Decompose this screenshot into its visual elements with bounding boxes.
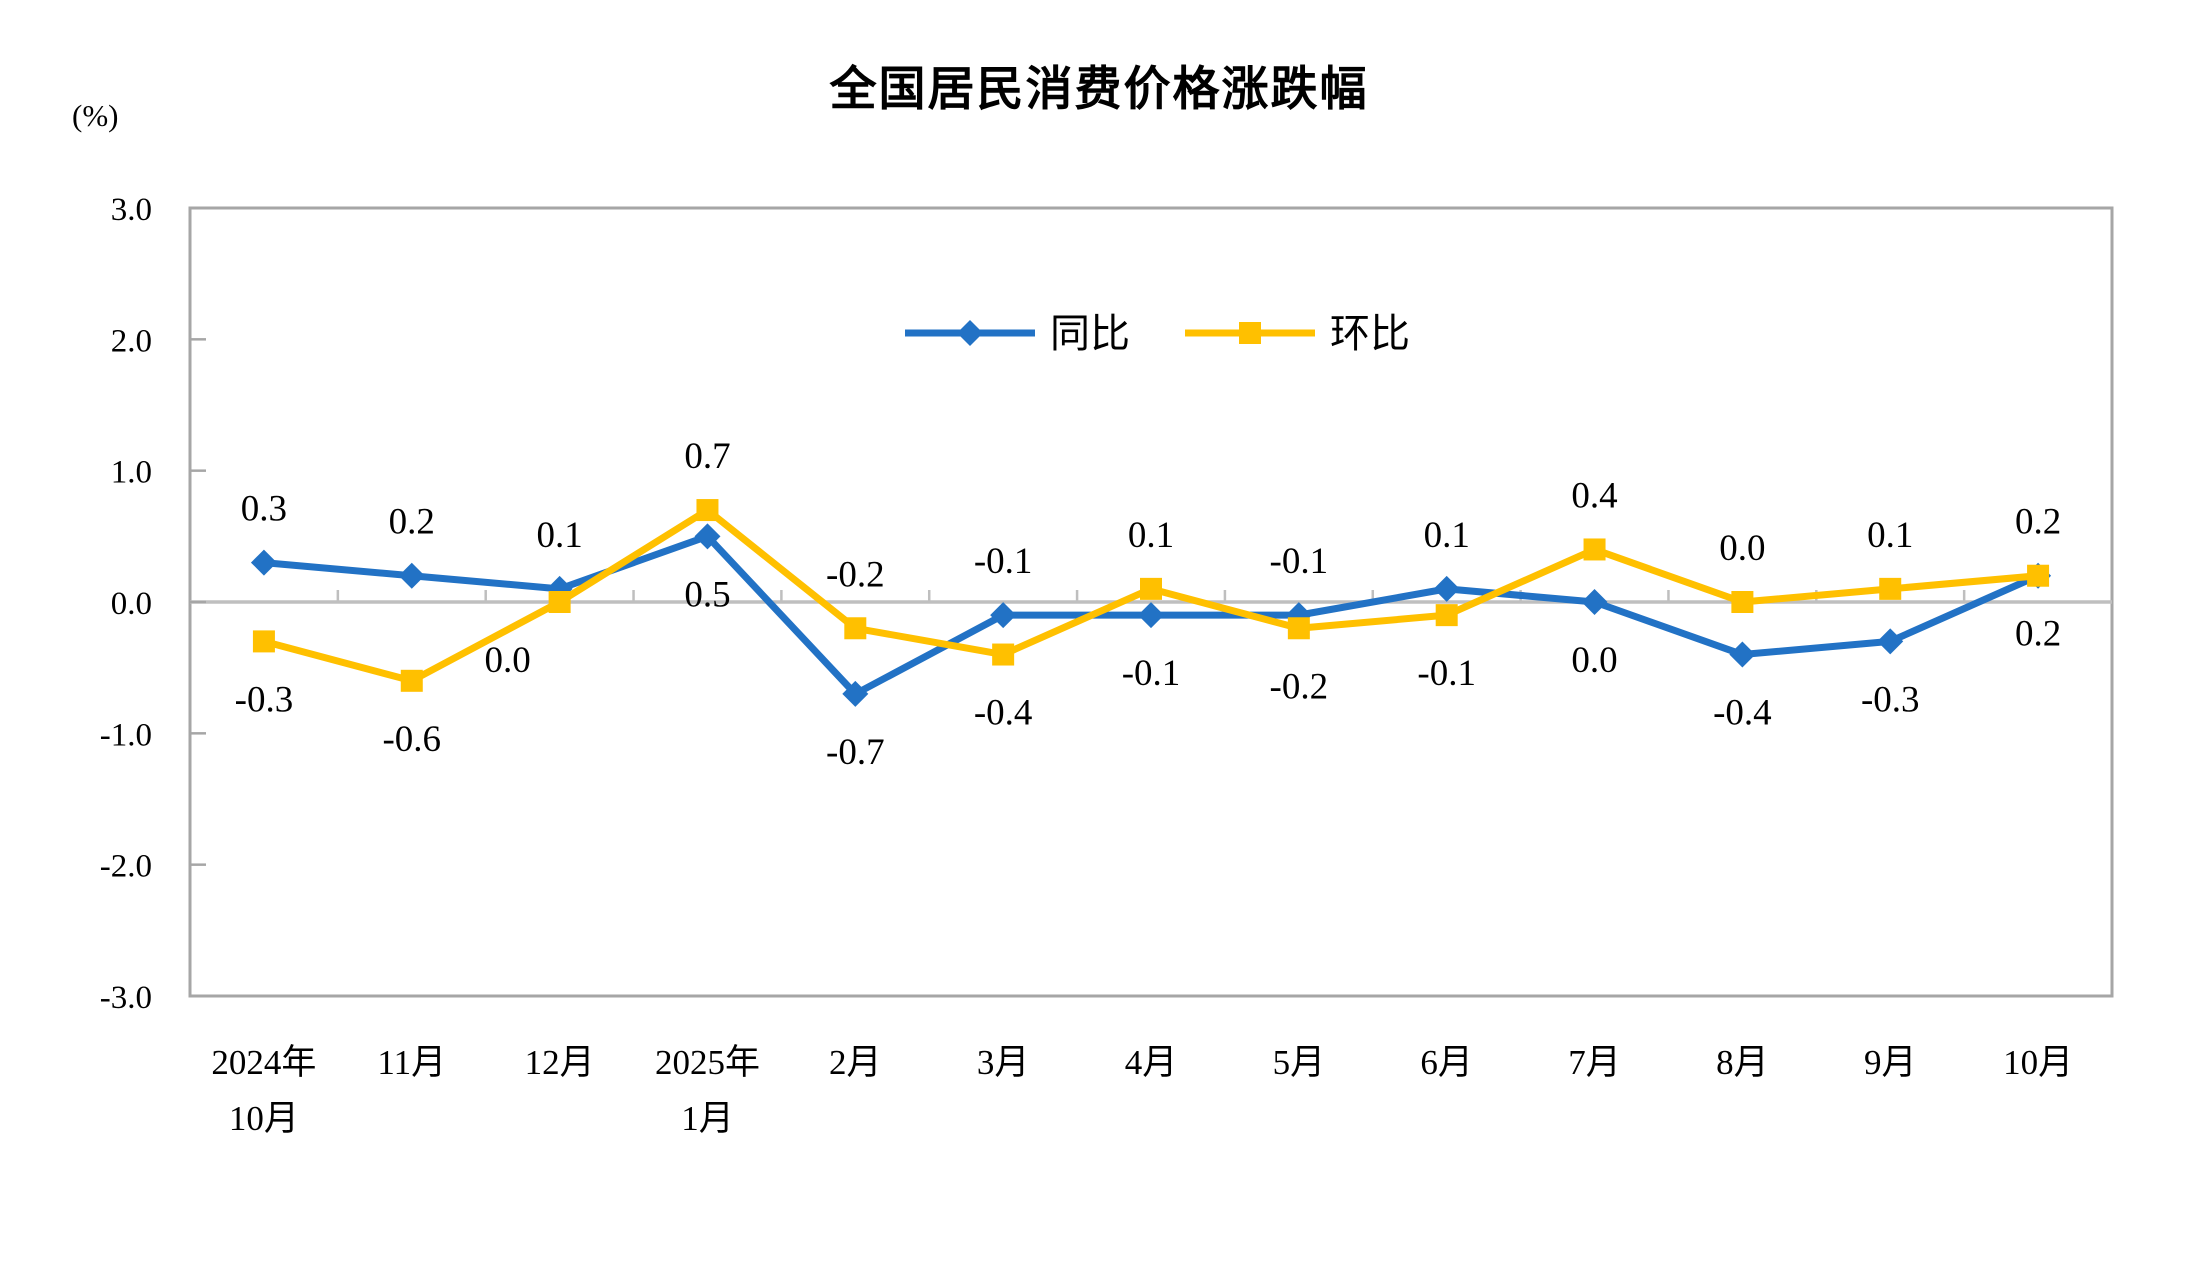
value-label-yoy: 0.2 — [2015, 614, 2061, 655]
value-label-mom: 0.2 — [2015, 502, 2061, 543]
value-label-mom: 0.0 — [484, 640, 530, 681]
data-point-marker-yoy — [1433, 575, 1460, 602]
value-label-yoy: 0.0 — [1571, 640, 1617, 681]
data-point-marker-yoy — [250, 549, 277, 576]
y-axis-tick-label: 0.0 — [111, 586, 152, 622]
data-point-marker-mom — [252, 630, 275, 653]
y-axis-tick-label: 3.0 — [111, 192, 152, 228]
data-point-marker-yoy — [1581, 589, 1608, 615]
x-axis-label: 12月 — [525, 1043, 595, 1082]
legend-item-yoy: 同比 — [905, 312, 1130, 356]
data-point-marker-mom — [696, 499, 719, 522]
value-label-mom: 0.1 — [1867, 515, 1913, 556]
y-axis-tick-label: 2.0 — [111, 323, 152, 359]
data-point-marker-mom — [992, 643, 1015, 666]
data-point-marker-yoy — [1877, 628, 1904, 655]
value-label-mom: 0.7 — [684, 436, 730, 477]
legend-marker-yoy — [957, 320, 983, 346]
data-point-marker-mom — [2027, 564, 2050, 587]
value-label-yoy: 0.2 — [389, 502, 435, 543]
data-point-marker-mom — [1731, 591, 1754, 613]
x-axis-label: 8月 — [1716, 1043, 1769, 1082]
value-label-yoy: -0.7 — [826, 732, 885, 773]
x-axis-label: 9月 — [1864, 1043, 1917, 1082]
data-point-marker-yoy — [1138, 602, 1164, 629]
y-axis-tick-label: 1.0 — [111, 455, 152, 491]
data-point-marker-yoy — [694, 523, 721, 550]
x-axis-label: 1月 — [681, 1099, 734, 1138]
x-axis-label: 7月 — [1568, 1043, 1621, 1082]
x-axis-label: 6月 — [1420, 1043, 1473, 1082]
y-axis-unit-label: (%) — [72, 98, 119, 133]
value-label-mom: -0.3 — [235, 679, 294, 720]
data-point-marker-mom — [844, 617, 867, 640]
value-label-mom: 0.1 — [1128, 515, 1174, 556]
data-point-marker-yoy — [398, 562, 425, 589]
value-label-yoy: -0.1 — [1270, 541, 1329, 582]
legend-label-mom: 环比 — [1330, 312, 1410, 356]
y-axis-tick-label: -1.0 — [100, 717, 152, 753]
value-label-yoy: -0.1 — [974, 541, 1033, 582]
data-point-marker-mom — [1879, 577, 1902, 600]
data-point-marker-yoy — [1729, 641, 1756, 668]
y-axis-tick-label: -3.0 — [100, 980, 152, 1016]
value-label-yoy: -0.1 — [1122, 653, 1181, 694]
value-label-yoy: 0.3 — [241, 489, 287, 530]
x-axis-label: 10月 — [229, 1099, 299, 1138]
chart-title: 全国居民消费价格涨跌幅 — [829, 62, 1369, 115]
x-axis-label: 3月 — [977, 1043, 1030, 1082]
value-label-mom: -0.2 — [1270, 666, 1329, 707]
x-axis-label: 2025年 — [655, 1043, 760, 1082]
x-axis-label: 5月 — [1273, 1043, 1326, 1082]
value-label-yoy: -0.4 — [1713, 693, 1772, 734]
y-axis-tick-label: -2.0 — [100, 849, 152, 885]
legend-label-yoy: 同比 — [1050, 312, 1130, 356]
value-label-mom: 0.4 — [1571, 475, 1617, 516]
legend-item-mom: 环比 — [1185, 312, 1410, 356]
x-axis-label: 2月 — [829, 1043, 882, 1082]
x-axis-label: 11月 — [377, 1043, 446, 1082]
value-label-mom: -0.1 — [1417, 653, 1476, 694]
value-label-mom: -0.6 — [382, 719, 441, 760]
legend: 同比 环比 — [905, 312, 1410, 356]
data-point-marker-mom — [548, 591, 571, 613]
legend-marker-mom — [1239, 322, 1261, 344]
data-point-marker-mom — [1583, 538, 1606, 561]
x-axis-label: 4月 — [1125, 1043, 1178, 1082]
data-point-marker-yoy — [842, 680, 869, 707]
data-point-marker-mom — [400, 669, 423, 692]
data-point-marker-mom — [1435, 604, 1458, 627]
x-axis-label: 10月 — [2003, 1043, 2073, 1082]
value-label-yoy: -0.3 — [1861, 679, 1920, 720]
value-label-yoy: 0.1 — [536, 515, 582, 556]
data-point-marker-mom — [1287, 617, 1310, 640]
value-label-yoy: 0.5 — [684, 574, 730, 615]
data-point-marker-mom — [1140, 577, 1162, 600]
value-label-mom: -0.4 — [974, 693, 1033, 734]
data-point-marker-yoy — [990, 602, 1017, 629]
value-label-yoy: 0.1 — [1424, 515, 1470, 556]
value-label-mom: 0.0 — [1719, 528, 1765, 569]
x-axis-label: 2024年 — [211, 1043, 316, 1082]
value-label-mom: -0.2 — [826, 554, 885, 595]
